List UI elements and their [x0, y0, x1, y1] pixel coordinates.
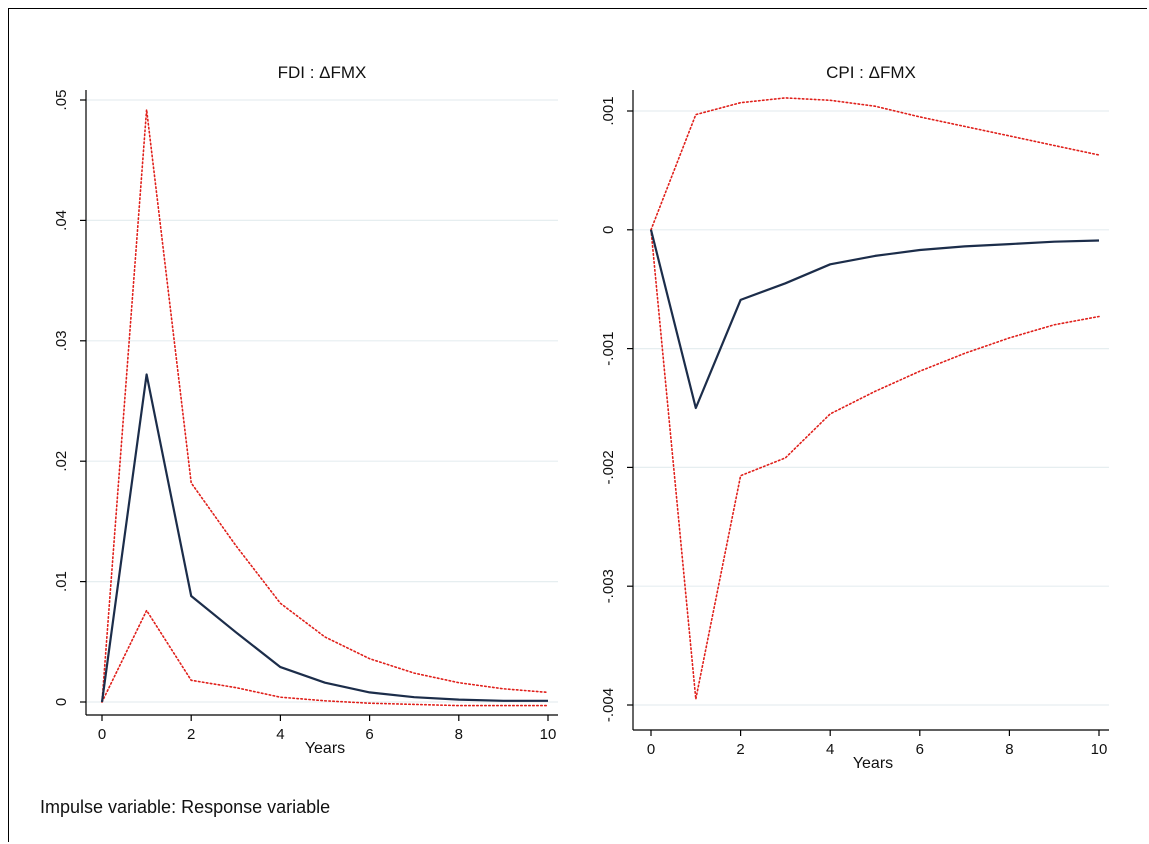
figure-frame — [8, 8, 1147, 842]
x-tick-label: 2 — [736, 741, 744, 758]
y-tick-label: .001 — [600, 96, 617, 125]
series-lower-line — [650, 229, 1100, 700]
y-tick-label: 0 — [53, 698, 70, 706]
series-upper-line — [650, 97, 1100, 231]
series-lower-line — [101, 609, 549, 707]
x-tick-label: 4 — [276, 726, 284, 743]
x-tick-label: 8 — [1005, 741, 1013, 758]
y-tick-label: .01 — [53, 571, 70, 592]
x-tick-label: 10 — [1091, 741, 1108, 758]
panel-title: CPI : ΔFMX — [826, 63, 916, 82]
y-tick-label: -.003 — [600, 569, 617, 603]
panel-1: 0 .01 .02 .03 .04 .05 0 2 4 6 8 10 Years FDI : ΔFMX — [53, 63, 558, 757]
x-tick-label: 0 — [98, 726, 106, 743]
x-axis-label: Years — [305, 740, 345, 757]
x-tick-label: 6 — [365, 726, 373, 743]
y-tick-label: 0 — [600, 226, 617, 234]
y-tick-label: .05 — [53, 90, 70, 111]
x-tick-label: 8 — [455, 726, 463, 743]
y-tick-label: -.002 — [600, 450, 617, 484]
series-upper-line — [101, 108, 549, 703]
series-irf-line — [649, 229, 1100, 410]
y-tick-label: -.004 — [600, 688, 617, 722]
x-tick-label: 4 — [826, 741, 834, 758]
series-irf-line — [100, 373, 548, 703]
x-tick-label: 2 — [187, 726, 195, 743]
x-axis-label: Years — [853, 755, 893, 772]
panel-title: FDI : ΔFMX — [278, 63, 367, 82]
figure-caption: Impulse variable: Response variable — [40, 797, 331, 817]
panel-2: -.004 -.003 -.002 -.001 0 .001 0 2 4 6 8 10 Years CPI… — [600, 63, 1109, 772]
y-tick-label: .04 — [53, 210, 70, 231]
x-tick-label: 0 — [647, 741, 655, 758]
y-tick-label: -.001 — [600, 331, 617, 365]
x-tick-label: 10 — [540, 726, 557, 743]
x-tick-label: 6 — [916, 741, 924, 758]
y-tick-label: .02 — [53, 451, 70, 472]
y-tick-label: .03 — [53, 330, 70, 351]
